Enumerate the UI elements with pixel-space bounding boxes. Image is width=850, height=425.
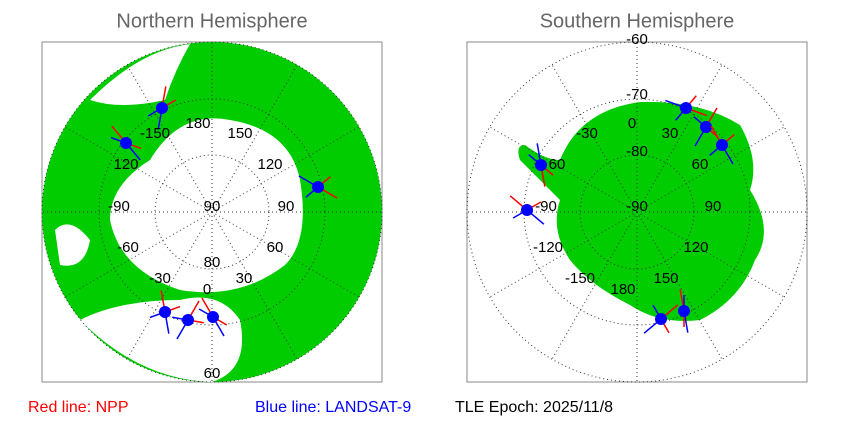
ocean	[110, 118, 303, 293]
satellite	[156, 102, 168, 114]
grid-label: 60	[204, 365, 221, 382]
grid-label: -90	[535, 198, 557, 215]
grid-line	[211, 64, 298, 213]
satellite	[700, 121, 712, 133]
grid-label: -150	[565, 270, 595, 287]
grid-label: 60	[549, 156, 566, 173]
grid-circle	[41, 41, 383, 383]
grid-circle	[466, 41, 808, 383]
grid-label: -30	[576, 125, 598, 142]
grid-label: -120	[533, 239, 563, 256]
grid-label: -60	[117, 239, 139, 256]
grid-line	[126, 64, 213, 213]
satellite	[680, 102, 692, 114]
satellite	[120, 137, 132, 149]
grid-label: -60	[626, 31, 648, 48]
grid-label: 30	[236, 270, 253, 287]
grid-line	[489, 211, 638, 298]
satellite	[535, 159, 547, 171]
satellite	[182, 314, 194, 326]
grid-label: -90	[108, 198, 130, 215]
grid-label: 90	[705, 198, 722, 215]
grid-label: 60	[692, 156, 709, 173]
grid-line	[211, 211, 298, 360]
ocean	[80, 297, 243, 382]
grid-label: 0	[203, 281, 211, 298]
grid-line	[636, 126, 785, 213]
grid-label: 90	[204, 198, 221, 215]
grid-label: -30	[149, 270, 171, 287]
legend-epoch: TLE Epoch: 2025/11/8	[455, 399, 613, 416]
grid-label: 150	[227, 125, 252, 142]
satellite	[655, 313, 667, 325]
panel-title: Southern Hemisphere	[540, 10, 735, 32]
grid-line	[636, 64, 723, 213]
grid-line	[551, 211, 638, 360]
grid-label: 30	[662, 125, 679, 142]
grid-label: -70	[626, 86, 648, 103]
satellite	[312, 181, 324, 193]
grid-line	[551, 64, 638, 213]
land	[518, 101, 764, 321]
grid-line	[126, 211, 213, 360]
grid-label: 0	[628, 115, 636, 132]
ocean	[55, 224, 90, 266]
grid-line	[211, 126, 360, 213]
grid-label: 150	[653, 270, 678, 287]
grid-label: -150	[140, 125, 170, 142]
grid-label: 180	[185, 115, 210, 132]
grid-label: 120	[683, 239, 708, 256]
grid-line	[489, 126, 638, 213]
grid-label: 60	[267, 239, 284, 256]
grid-label: 120	[257, 156, 282, 173]
satellite	[159, 306, 171, 318]
grid-label: -90	[626, 198, 648, 215]
grid-label: 180	[610, 281, 635, 298]
satellite	[207, 311, 219, 323]
grid-label: 80	[204, 254, 221, 271]
grid-line	[636, 211, 785, 298]
satellite	[521, 204, 533, 216]
legend-landsat: Blue line: LANDSAT-9	[255, 399, 411, 416]
grid-line	[64, 211, 213, 298]
grid-label: -80	[626, 143, 648, 160]
grid-label: 120	[113, 156, 138, 173]
grid-line	[636, 211, 723, 360]
satellite	[678, 305, 690, 317]
grid-line	[211, 211, 360, 298]
grid-label: 90	[278, 198, 295, 215]
satellite	[716, 139, 728, 151]
panel-title: Northern Hemisphere	[116, 10, 307, 32]
grid-line	[64, 126, 213, 213]
legend-npp: Red line: NPP	[28, 399, 129, 416]
